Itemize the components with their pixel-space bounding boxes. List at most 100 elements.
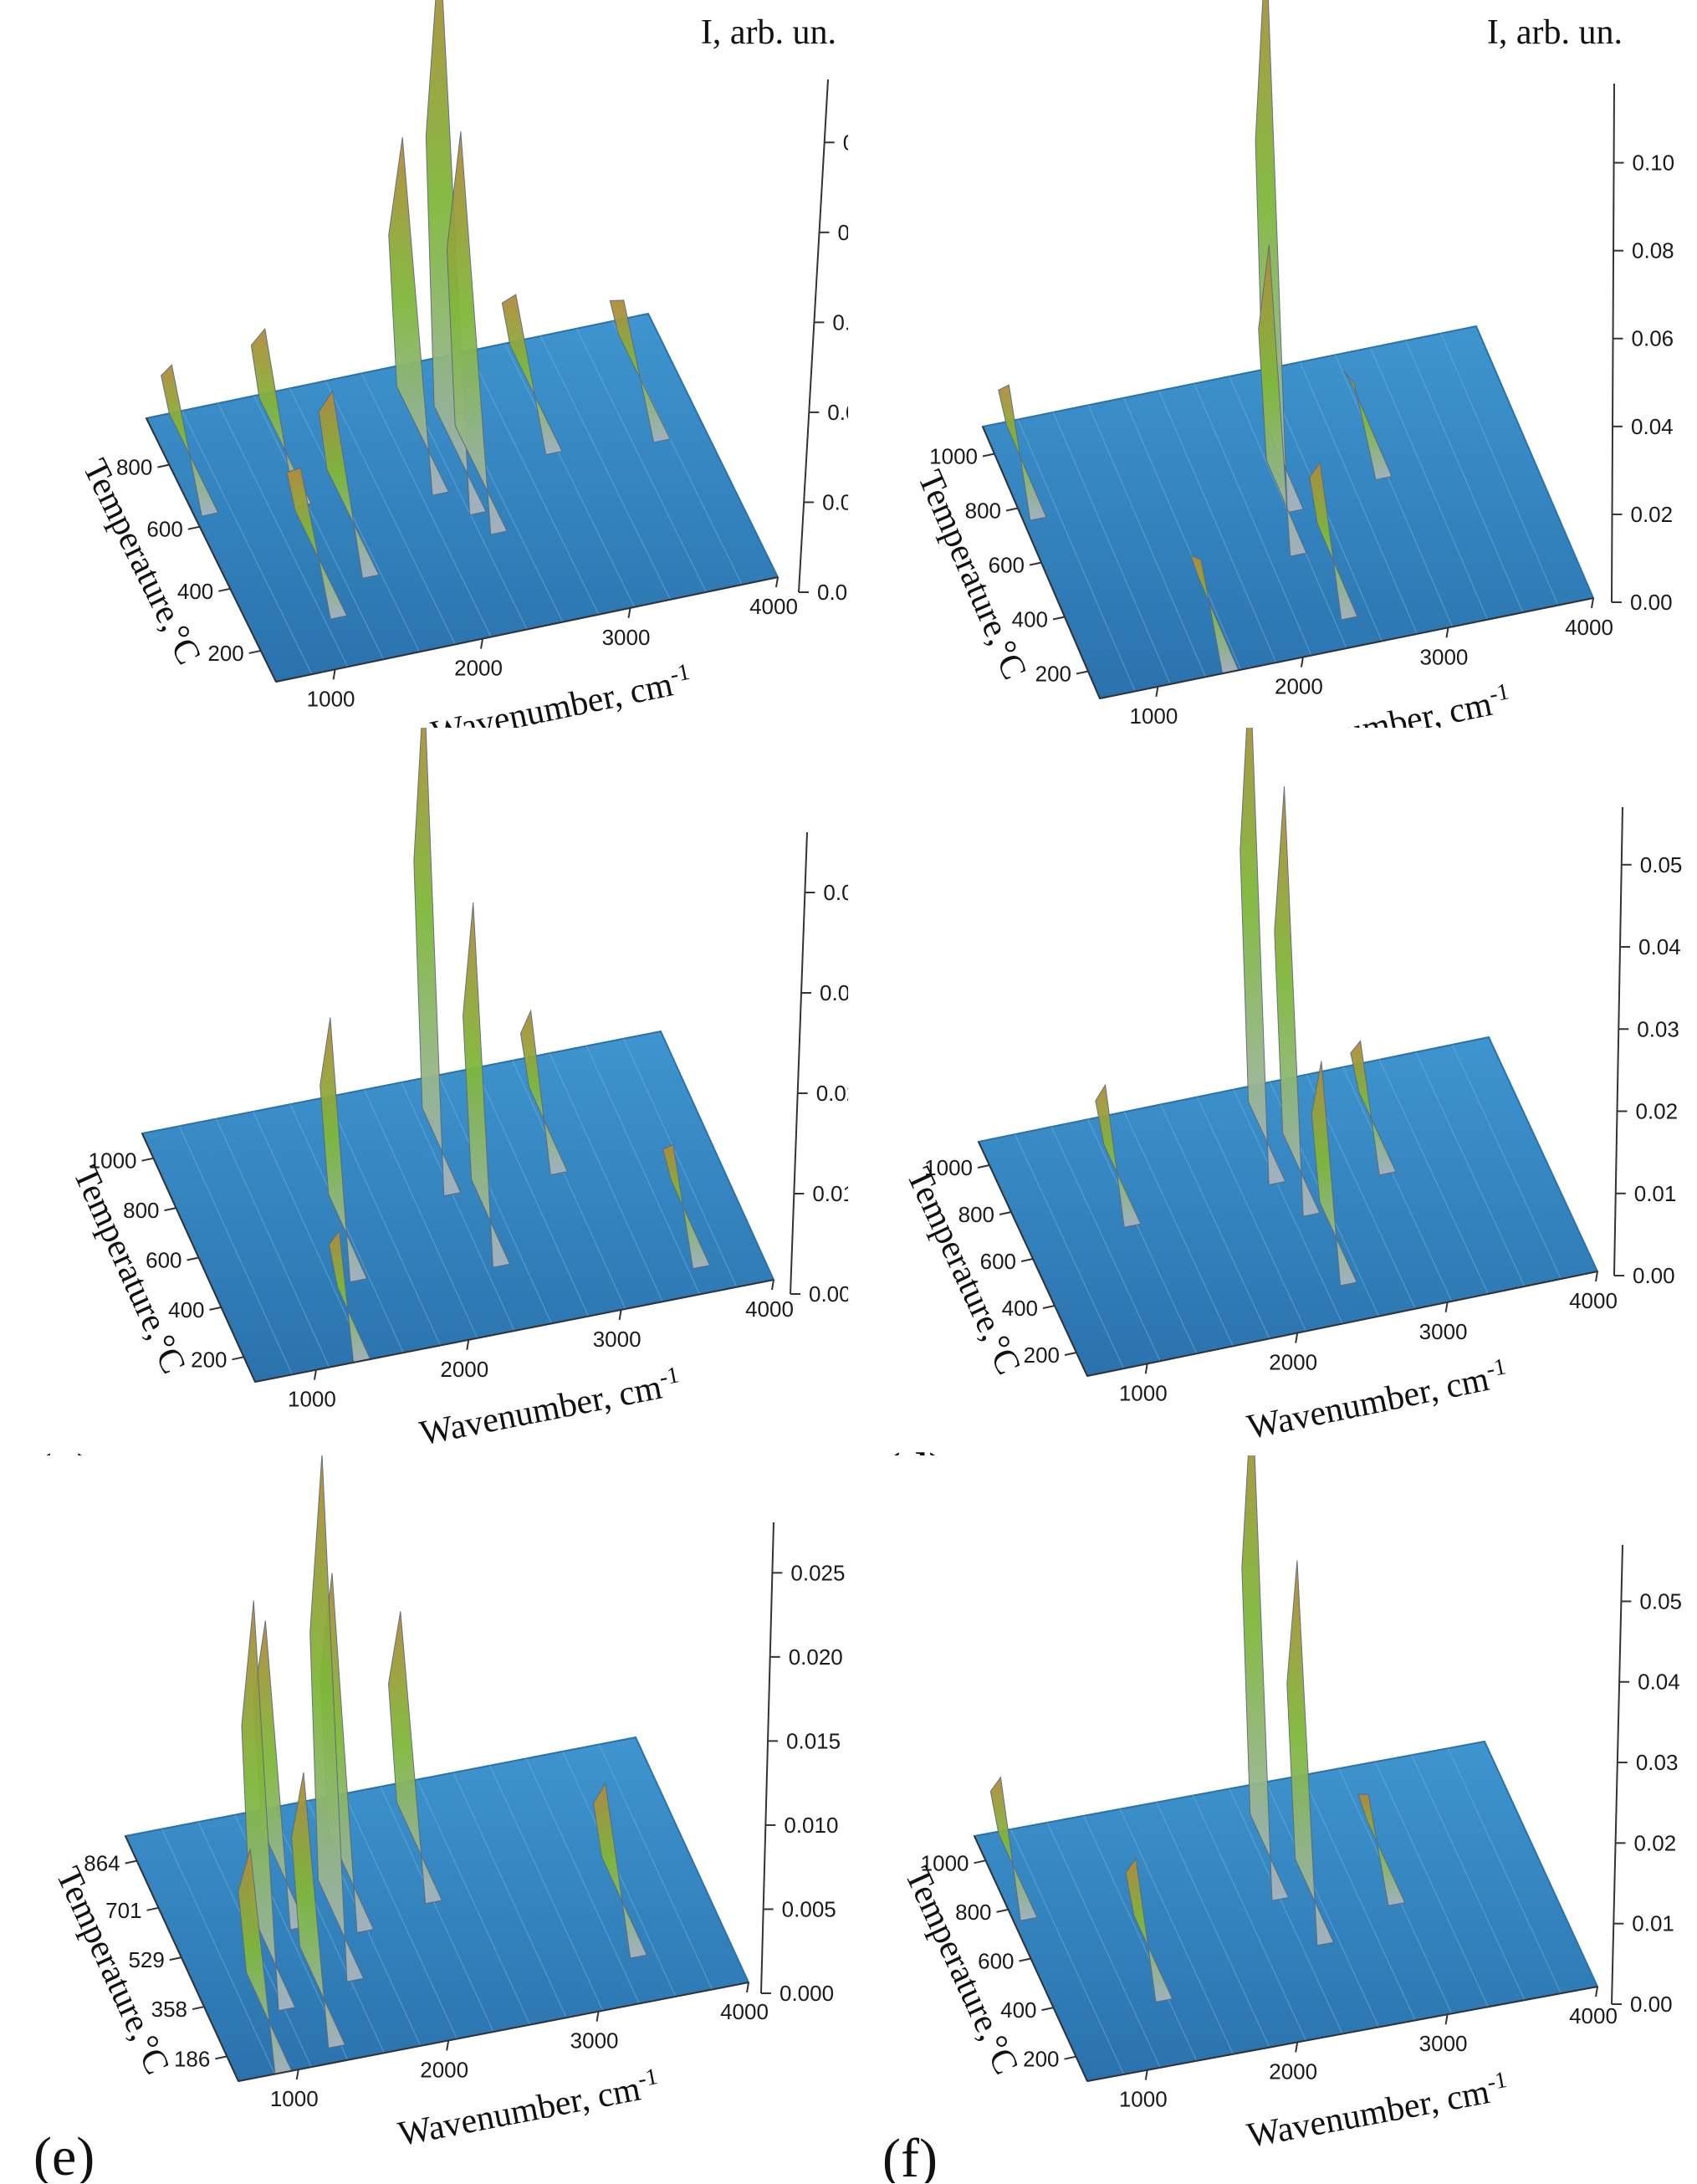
surface-ridge-line bbox=[489, 1765, 604, 2011]
spectrum-peak bbox=[1095, 1083, 1142, 1228]
x-tick-label: 2000 bbox=[1275, 674, 1323, 699]
y-tick bbox=[974, 1859, 986, 1864]
spectrum-peak bbox=[1258, 244, 1307, 557]
x-axis-title-text: Wavenumber, cm bbox=[1245, 2073, 1493, 2156]
y-tick bbox=[215, 2055, 227, 2060]
surface-ridge-line bbox=[181, 410, 313, 675]
z-tick-label: 0.04 bbox=[1638, 934, 1681, 959]
spectrum-peak bbox=[413, 728, 462, 1197]
z-tick-label: 0.010 bbox=[784, 1813, 838, 1838]
y-tick bbox=[1041, 2007, 1054, 2012]
spectrum-peak bbox=[309, 1455, 365, 1982]
chart-d-svg: 1000 2000 3000 4000 200 400 600 800 1000 0.00 0.01… bbox=[882, 728, 1683, 1455]
surface-ridge-line bbox=[475, 1067, 590, 1317]
surface-ridge-line bbox=[1415, 1051, 1526, 1287]
z-tick-label: 0.02 bbox=[1634, 1830, 1677, 1855]
x-tick-label: 4000 bbox=[1569, 2003, 1618, 2028]
x-tick-label: 1000 bbox=[307, 686, 355, 711]
surface-ridge-line bbox=[1378, 1059, 1489, 1295]
surface-ridge-line bbox=[1194, 383, 1312, 656]
z-tick-label: 0.05 bbox=[1640, 852, 1683, 877]
x-tick bbox=[1595, 1271, 1598, 1282]
spectrum-peak bbox=[609, 299, 671, 443]
surface-ridge-line bbox=[1233, 1089, 1343, 1324]
surface-ridge-line bbox=[1299, 361, 1418, 635]
x-tick-label: 2000 bbox=[454, 656, 503, 681]
x-tick bbox=[1295, 2042, 1299, 2053]
y-tick-label: 1000 bbox=[924, 1155, 973, 1180]
x-tick-label: 1000 bbox=[1119, 2087, 1168, 2112]
x-axis-title-superscript: -1 bbox=[667, 658, 692, 688]
surface-ridge-line bbox=[598, 1744, 713, 1990]
x-tick bbox=[1591, 597, 1594, 609]
surface-ridge-line bbox=[539, 335, 671, 601]
panel-b: 1000 2000 3000 4000 200 400 600 800 1000 0.00 0.02… bbox=[849, 0, 1697, 728]
spectrum-peak bbox=[286, 467, 348, 620]
y-tick bbox=[1019, 1957, 1031, 1962]
x-tick-label: 4000 bbox=[1565, 615, 1613, 640]
surface-ridge-line bbox=[1123, 1112, 1234, 1347]
y-tick-label: 600 bbox=[146, 517, 182, 542]
spectrum-peak bbox=[662, 1143, 711, 1270]
x-tick-label: 1000 bbox=[1129, 703, 1178, 728]
y-axis-line bbox=[125, 1835, 239, 2082]
x-tick bbox=[446, 2040, 450, 2051]
x-tick-label: 4000 bbox=[720, 1999, 769, 2024]
spectrum-peak bbox=[388, 137, 450, 496]
x-axis-title-superscript: -1 bbox=[1485, 2066, 1509, 2095]
surface-ridge-line bbox=[1052, 412, 1171, 685]
y-tick bbox=[164, 1207, 176, 1212]
y-tick-label: 200 bbox=[1024, 1343, 1060, 1368]
x-tick bbox=[313, 1369, 317, 1380]
surface-ridge-line bbox=[504, 343, 636, 607]
z-axis-line bbox=[1611, 83, 1615, 603]
surface-ridge-line bbox=[623, 1038, 738, 1287]
y-tick bbox=[218, 587, 231, 592]
z-axis-title: I, arb. un. bbox=[1487, 13, 1623, 52]
y-tick bbox=[232, 1356, 244, 1361]
z-tick-label: 0.06 bbox=[1632, 326, 1674, 351]
spectrum-peak bbox=[250, 327, 312, 508]
z-tick-label: 0.02 bbox=[1631, 502, 1674, 527]
x-tick bbox=[1445, 627, 1449, 638]
surface-ridge-line bbox=[1196, 1097, 1306, 1332]
surface-ridge-line bbox=[1440, 333, 1559, 606]
spectrum-peak bbox=[388, 1611, 443, 1905]
surface-ridge-line bbox=[1087, 405, 1206, 678]
surface-ridge-line bbox=[161, 1829, 276, 2074]
x-tick bbox=[295, 2069, 299, 2080]
x-tick bbox=[1300, 657, 1304, 667]
z-tick-label: 0.01 bbox=[1634, 1181, 1677, 1206]
y-tick-label: 1000 bbox=[921, 1850, 969, 1875]
chart-c-svg: 1000 2000 3000 4000 200 400 600 800 1000 0.00 0.01… bbox=[33, 728, 848, 1455]
surface-ridge-line bbox=[1087, 1118, 1198, 1354]
y-tick-label: 529 bbox=[128, 1947, 164, 1972]
surface-ridge-line bbox=[549, 1052, 663, 1302]
spectrum-peak bbox=[318, 390, 380, 579]
x-tick bbox=[618, 1309, 622, 1321]
y-tick bbox=[248, 649, 261, 654]
x-tick bbox=[1144, 1363, 1148, 1374]
surface-ridge-line bbox=[343, 1793, 457, 2039]
surface-ridge-line bbox=[1374, 1761, 1489, 2008]
z-tick-label: 0.00 bbox=[1630, 1992, 1673, 2017]
surface-ridge-line bbox=[216, 1118, 330, 1368]
z-tick-label: 0.01 bbox=[812, 1181, 848, 1206]
y-tick-label: 600 bbox=[989, 553, 1025, 578]
y-tick bbox=[1052, 616, 1066, 621]
z-tick-label: 0.05 bbox=[1639, 1588, 1682, 1614]
y-tick bbox=[141, 1157, 154, 1162]
surface-ridge-line bbox=[289, 388, 420, 652]
z-tick-label: 0.08 bbox=[1632, 238, 1674, 263]
x-tick-label: 1000 bbox=[288, 1387, 336, 1412]
surface-ridge-line bbox=[468, 350, 600, 615]
x-tick bbox=[332, 669, 336, 680]
z-tick-label: 0.025 bbox=[790, 1560, 845, 1585]
z-tick-label: 0.02 bbox=[1636, 1099, 1679, 1124]
z-tick-label: 0.01 bbox=[1632, 1911, 1674, 1936]
spectrum-peak bbox=[1343, 371, 1393, 481]
y-tick bbox=[157, 463, 170, 468]
spectrum-peak bbox=[1240, 728, 1286, 1186]
z-tick-label: 0.03 bbox=[1637, 1016, 1679, 1041]
